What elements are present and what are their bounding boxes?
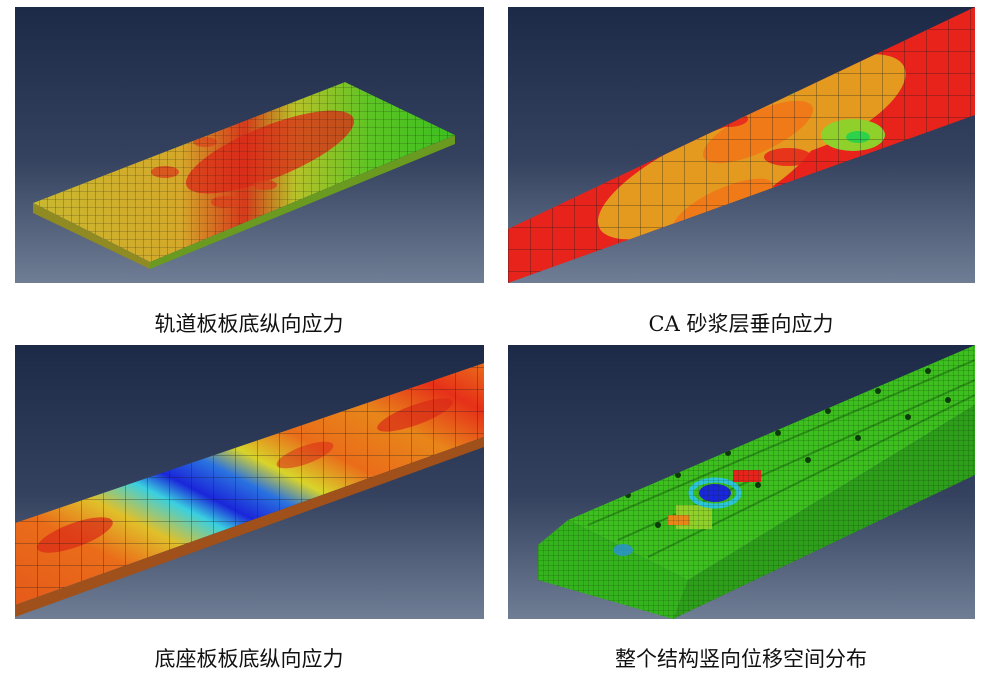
ca-mortar-stress-image (508, 7, 975, 283)
caption-base-slab: 底座板板底纵向应力 (154, 647, 344, 671)
caption-ca-mortar: CA 砂浆层垂向应力 (648, 312, 834, 336)
caption-structure-displacement: 整个结构竖向位移空间分布 (615, 647, 867, 671)
structure-displacement-image (508, 345, 975, 619)
track-slab-stress-image (15, 7, 484, 283)
caption-track-slab: 轨道板板底纵向应力 (154, 312, 344, 336)
base-slab-stress-image (15, 345, 484, 619)
